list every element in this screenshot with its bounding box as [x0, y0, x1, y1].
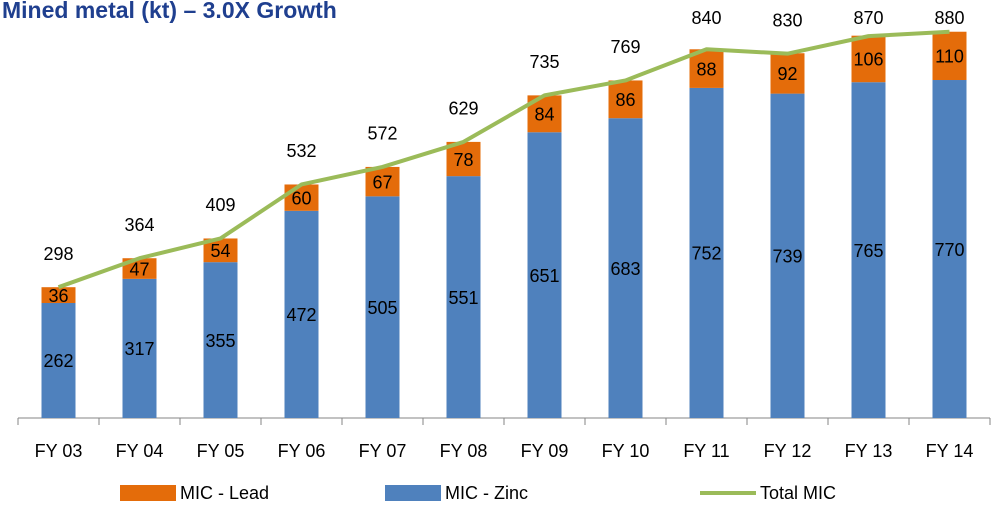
bar-segment	[365, 196, 400, 418]
legend-label: MIC - Zinc	[445, 483, 528, 503]
data-label: 765	[853, 241, 883, 261]
bar-segment	[446, 176, 481, 418]
data-label: 84	[534, 105, 554, 125]
data-label: 739	[772, 247, 802, 267]
x-tick-label: FY 07	[359, 441, 407, 461]
total-label: 870	[853, 8, 883, 28]
bar-segment	[527, 132, 562, 418]
total-label: 830	[772, 10, 802, 30]
total-label: 364	[124, 215, 154, 235]
total-label: 409	[205, 195, 235, 215]
legend-label: Total MIC	[760, 483, 836, 503]
x-tick-label: FY 03	[35, 441, 83, 461]
total-label: 880	[934, 8, 964, 28]
x-tick-label: FY 13	[845, 441, 893, 461]
bar-segment	[41, 302, 76, 418]
data-label: 770	[934, 240, 964, 260]
bar-segment	[851, 82, 886, 418]
data-label: 86	[615, 90, 635, 110]
data-label: 683	[610, 259, 640, 279]
data-label: 551	[448, 288, 478, 308]
line	[57, 29, 950, 290]
bar-segment	[446, 141, 481, 177]
data-label: 88	[696, 59, 716, 79]
bar-segment	[41, 287, 76, 303]
legend-swatch	[120, 485, 176, 501]
data-label: 472	[286, 305, 316, 325]
bar-segment	[365, 166, 400, 197]
bar-segment	[608, 118, 643, 418]
bar-segment	[608, 80, 643, 119]
bar-segment	[770, 53, 805, 94]
chart-title: Mined metal (kt) – 3.0X Growth	[2, 0, 337, 23]
data-label: 60	[291, 188, 311, 208]
bar-segment	[122, 278, 157, 418]
total-label: 840	[691, 8, 721, 28]
data-label: 651	[529, 266, 559, 286]
x-tick-label: FY 06	[278, 441, 326, 461]
x-tick-label: FY 08	[440, 441, 488, 461]
data-label: 36	[48, 286, 68, 306]
legend-swatch	[385, 485, 441, 501]
data-label: 262	[43, 351, 73, 371]
bar-segment	[284, 184, 319, 211]
total-label: 769	[610, 37, 640, 57]
data-label: 505	[367, 298, 397, 318]
bar-segment	[851, 35, 886, 83]
total-label: 629	[448, 99, 478, 119]
data-label: 54	[210, 241, 230, 261]
x-tick-label: FY 12	[764, 441, 812, 461]
total-label: 735	[529, 52, 559, 72]
data-label: 110	[935, 47, 964, 67]
bar-segment	[770, 93, 805, 419]
legend-label: MIC - Lead	[180, 483, 269, 503]
data-label: 47	[129, 259, 149, 279]
total-label: 532	[286, 141, 316, 161]
data-label: 317	[124, 339, 154, 359]
data-label: 67	[372, 172, 392, 192]
data-label: 752	[691, 244, 721, 264]
bar-segment	[932, 80, 967, 418]
bar-segment	[284, 210, 319, 418]
bar-segment	[203, 238, 238, 263]
x-tick-label: FY 05	[197, 441, 245, 461]
total-label: 298	[43, 244, 73, 264]
x-tick-label: FY 10	[602, 441, 650, 461]
total-label: 572	[367, 124, 397, 144]
x-tick-label: FY 09	[521, 441, 569, 461]
data-label: 106	[853, 50, 883, 70]
data-label: 92	[777, 64, 797, 84]
x-tick-label: FY 11	[683, 441, 729, 461]
bar-segment	[932, 31, 967, 81]
bar-segment	[689, 87, 724, 419]
bar-segment	[203, 262, 238, 418]
x-tick-label: FY 14	[926, 441, 974, 461]
data-label: 355	[205, 331, 235, 351]
data-label: 78	[453, 150, 473, 170]
x-tick-label: FY 04	[116, 441, 164, 461]
